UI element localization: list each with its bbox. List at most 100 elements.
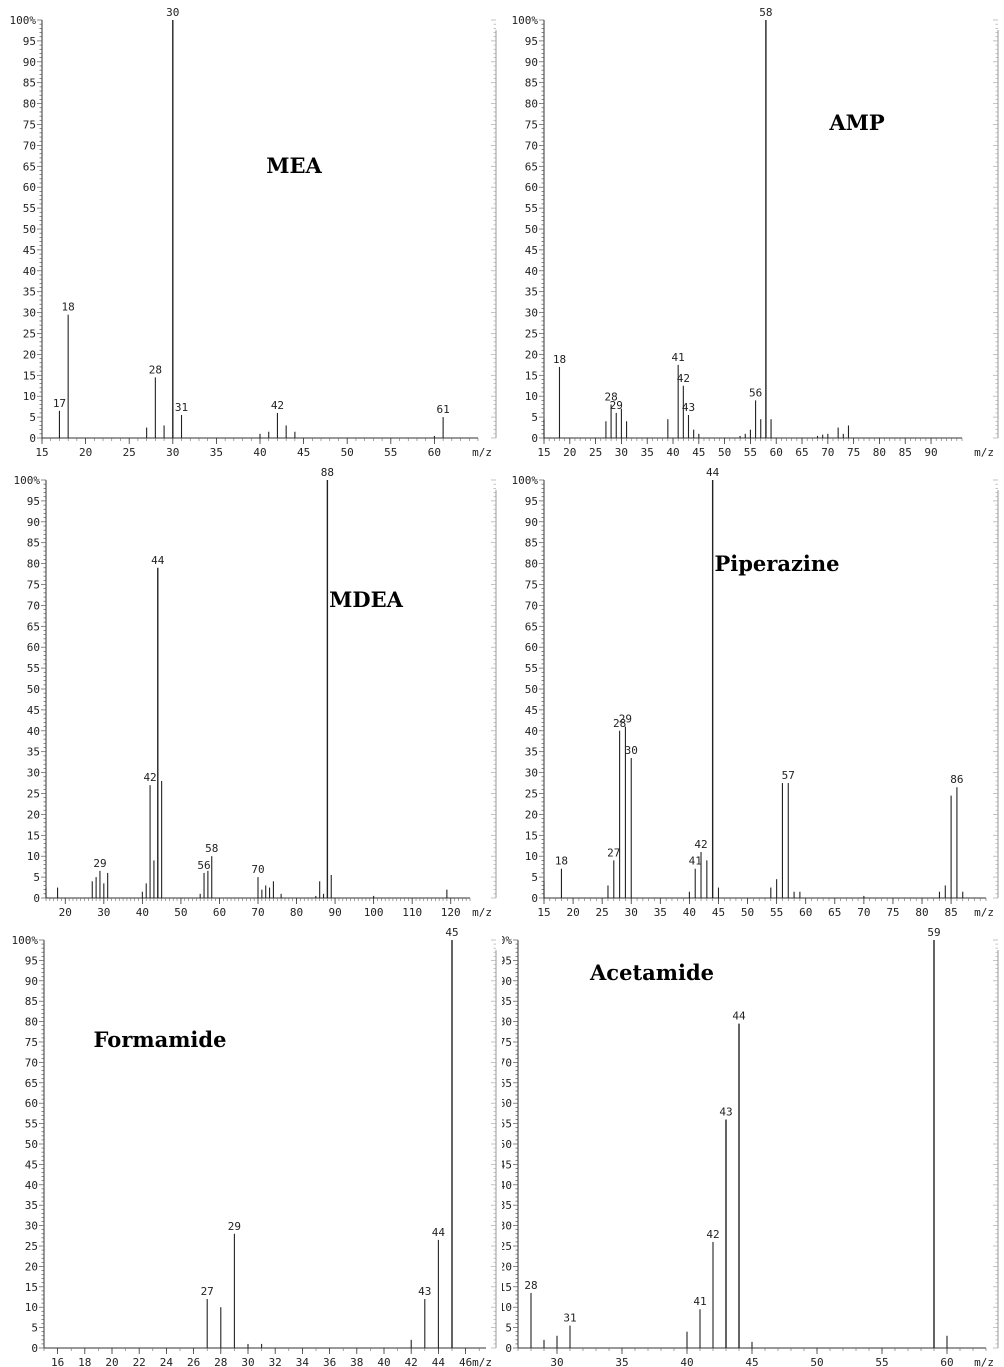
spectrum-panel-0: 0 5 10 15 20 25 30 35 40 45 50 55 60 65 70 75 80 85 90 95 10… [0,0,502,460]
y-tick-label: 35 [25,1199,38,1212]
x-tick-label: 15 [537,446,550,459]
x-tick-label: 50 [174,906,187,919]
y-tick-label: 45 [502,1158,512,1171]
peak-label: 27 [607,846,620,859]
peak-label: 42 [694,838,707,851]
y-tick-label: 80 [525,98,538,111]
y-tick-label: 65 [27,620,40,633]
y-tick-label: 85 [502,995,512,1008]
peak-label: 27 [201,1285,214,1298]
y-tick-label: 75 [23,119,36,132]
x-tick-label: 110 [402,906,422,919]
y-tick-label: 40 [502,1179,512,1192]
y-tick-label: 85 [27,537,40,550]
peak-label: 44 [706,466,720,479]
y-tick-label: 35 [525,746,538,759]
peak-label: 86 [950,773,963,786]
peak-label: 28 [604,391,617,404]
y-tick-label: 20 [502,1260,512,1273]
x-tick-label: 40 [666,446,679,459]
y-tick-label: 70 [27,599,40,612]
x-tick-label: 60 [213,906,226,919]
y-tick-label: 25 [525,328,538,341]
x-tick-label: 40 [136,906,149,919]
y-tick-label: 80 [525,558,538,571]
y-tick-label: 15 [525,829,538,842]
y-tick-label: 5 [33,871,40,884]
y-tick-label: 50 [25,1138,38,1151]
y-tick-label: 20 [25,1260,38,1273]
y-tick-label: 100% [14,474,41,487]
y-tick-label: 90 [27,516,40,529]
x-tick-label: 15 [537,906,550,919]
x-tick-label: 20 [566,906,579,919]
x-tick-label: 25 [596,906,609,919]
y-tick-label: 5 [531,411,538,424]
spectrum-panel-2: 0 5 10 15 20 25 30 35 40 45 50 55 60 65 70 75 80 85 90 95 10… [0,460,502,920]
y-tick-label: 0 [31,1342,38,1355]
y-tick-label: 90 [25,975,38,988]
x-tick-label: 42 [405,1356,418,1367]
peak-label: 45 [445,926,458,939]
y-tick-label: 5 [531,871,538,884]
x-tick-label: 30 [241,1356,254,1367]
peak-label: 42 [271,399,284,412]
y-tick-label: 0 [33,892,40,905]
y-tick-label: 10 [27,850,40,863]
y-tick-label: 80 [27,558,40,571]
y-tick-label: 35 [502,1199,512,1212]
x-tick-label: 80 [873,446,886,459]
peak-label: 18 [553,353,566,366]
y-tick-label: 45 [525,704,538,717]
compound-title: MEA [266,153,322,178]
x-tick-label: 60 [770,446,783,459]
x-tick-label: 90 [328,906,341,919]
y-tick-label: 55 [525,662,538,675]
x-tick-label: 24 [160,1356,174,1367]
y-tick-label: 10 [23,390,36,403]
peak-label: 29 [228,1220,241,1233]
y-tick-label: 90 [23,56,36,69]
y-tick-label: 35 [27,746,40,759]
peak-label: 43 [418,1285,431,1298]
peak-label: 18 [62,301,75,314]
y-tick-label: 55 [23,202,36,215]
y-tick-label: 0 [29,432,36,445]
x-tick-label: 26 [187,1356,200,1367]
peak-label: 58 [205,842,218,855]
x-tick-label: 120 [441,906,461,919]
y-tick-label: 70 [502,1056,512,1069]
peak-label: 28 [524,1279,537,1292]
x-tick-label: 20 [105,1356,118,1367]
y-tick-label: 0 [531,892,538,905]
x-tick-label: 35 [210,446,223,459]
x-tick-label: 30 [550,1356,563,1367]
y-tick-label: 100% [10,14,37,27]
x-tick-label: 50 [718,446,731,459]
y-tick-label: 80 [25,1016,38,1029]
y-tick-label: 60 [27,641,40,654]
y-tick-label: 40 [27,725,40,738]
x-tick-label: 40 [253,446,266,459]
y-tick-label: 45 [25,1158,38,1171]
peak-label: 61 [436,403,449,416]
x-axis-label: m/z [472,1356,492,1367]
y-tick-label: 5 [29,411,36,424]
compound-title: Piperazine [714,551,839,576]
y-tick-label: 50 [502,1138,512,1151]
y-tick-label: 15 [27,829,40,842]
y-tick-label: 10 [25,1301,38,1314]
y-tick-label: 15 [25,1281,38,1294]
peak-label: 28 [149,363,162,376]
x-tick-label: 60 [428,446,441,459]
y-tick-label: 90 [525,56,538,69]
x-tick-label: 44 [432,1356,446,1367]
x-axis-label: m/z [472,446,492,459]
y-tick-label: 30 [25,1220,38,1233]
x-tick-label: 34 [296,1356,310,1367]
compound-title: AMP [828,110,885,135]
y-tick-label: 95 [525,495,538,508]
spectrum-plot: 0 5 10 15 20 25 30 35 40 45 50 55 60 65 70 75 80 85 90 95 10… [512,466,999,919]
x-tick-label: 30 [97,906,110,919]
peak-label: 31 [175,401,188,414]
